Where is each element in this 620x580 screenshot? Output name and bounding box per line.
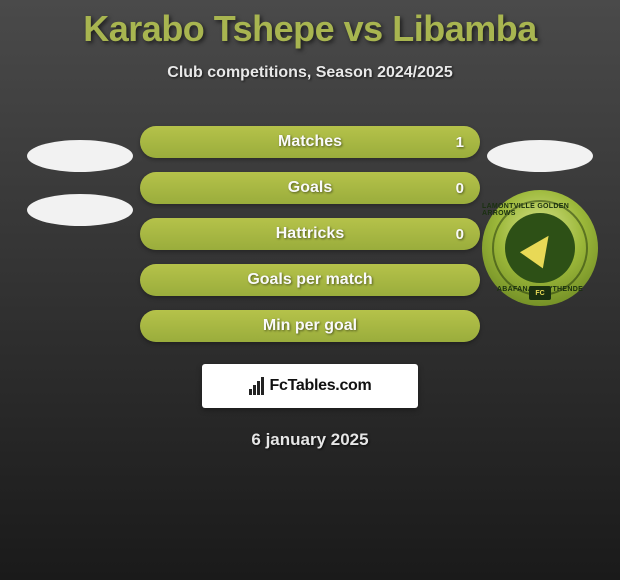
stat-value-right: 1 bbox=[456, 134, 464, 151]
stats-column: Matches 1 Goals 0 Hattricks 0 Goals per … bbox=[140, 126, 480, 342]
stat-row-hattricks: Hattricks 0 bbox=[140, 218, 480, 250]
stat-label: Matches bbox=[278, 133, 342, 151]
stat-value-right: 0 bbox=[456, 180, 464, 197]
stat-label: Goals bbox=[288, 179, 332, 197]
stat-label: Hattricks bbox=[276, 225, 344, 243]
page-title: Karabo Tshepe vs Libamba bbox=[20, 8, 600, 50]
left-player-avatar bbox=[27, 140, 133, 172]
page-subtitle: Club competitions, Season 2024/2025 bbox=[20, 64, 600, 82]
right-player-column: LAMONTVILLE GOLDEN ARROWS ABAFANA BES'TH… bbox=[480, 126, 600, 306]
stat-label: Min per goal bbox=[263, 317, 357, 335]
right-player-club-badge: LAMONTVILLE GOLDEN ARROWS ABAFANA BES'TH… bbox=[482, 190, 598, 306]
date-label: 6 january 2025 bbox=[0, 430, 620, 450]
watermark-text: FcTables.com bbox=[270, 377, 372, 395]
stat-row-matches: Matches 1 bbox=[140, 126, 480, 158]
badge-fc-label: FC bbox=[529, 286, 551, 300]
stat-row-min-per-goal: Min per goal bbox=[140, 310, 480, 342]
chart-icon bbox=[249, 377, 264, 395]
arrow-icon bbox=[520, 228, 560, 269]
comparison-container: Matches 1 Goals 0 Hattricks 0 Goals per … bbox=[0, 126, 620, 342]
watermark[interactable]: FcTables.com bbox=[202, 364, 418, 408]
header: Karabo Tshepe vs Libamba Club competitio… bbox=[0, 0, 620, 82]
stat-row-goals-per-match: Goals per match bbox=[140, 264, 480, 296]
right-player-avatar bbox=[487, 140, 593, 172]
stat-label: Goals per match bbox=[247, 271, 372, 289]
stat-row-goals: Goals 0 bbox=[140, 172, 480, 204]
left-player-column bbox=[20, 126, 140, 226]
stat-value-right: 0 bbox=[456, 226, 464, 243]
left-player-club bbox=[27, 194, 133, 226]
badge-core bbox=[505, 213, 575, 283]
